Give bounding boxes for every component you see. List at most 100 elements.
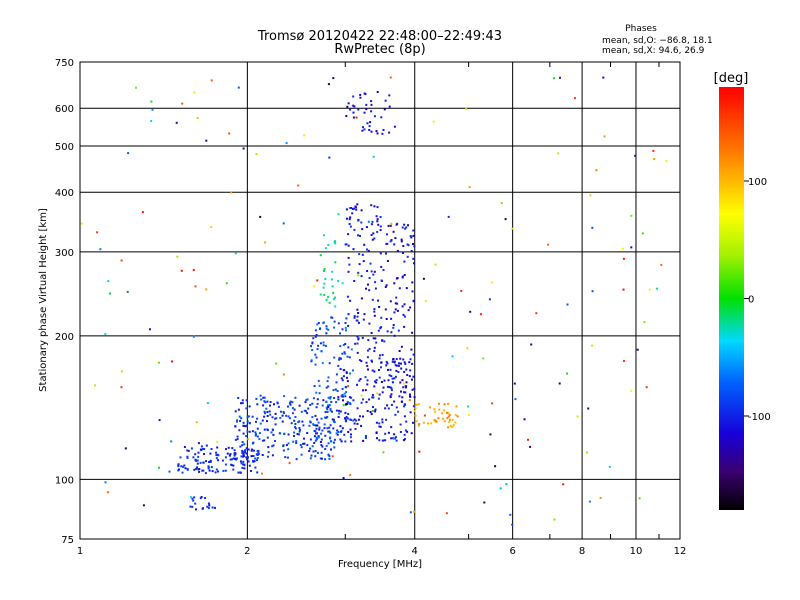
data-point <box>398 287 401 290</box>
data-point <box>376 91 379 93</box>
data-point <box>366 410 369 412</box>
data-point <box>390 222 393 225</box>
data-point <box>294 396 297 399</box>
data-point <box>246 416 249 419</box>
data-point <box>354 428 357 430</box>
data-point <box>369 262 372 265</box>
data-point <box>357 219 360 222</box>
data-point <box>403 274 406 276</box>
data-point <box>371 220 374 223</box>
data-point <box>327 396 330 399</box>
data-point <box>376 437 378 440</box>
data-point <box>221 459 224 462</box>
data-point <box>297 184 300 187</box>
data-point <box>281 414 284 417</box>
data-point <box>297 433 300 436</box>
data-point <box>347 102 350 105</box>
data-point <box>360 297 363 300</box>
data-point <box>349 372 352 375</box>
data-point <box>256 417 259 420</box>
data-point <box>529 445 532 448</box>
data-point <box>279 416 282 419</box>
data-point <box>403 303 406 306</box>
data-point <box>547 243 550 246</box>
data-point <box>258 438 261 441</box>
data-point <box>380 316 383 319</box>
data-point <box>207 502 210 505</box>
data-point <box>372 396 375 399</box>
data-point <box>124 447 127 450</box>
data-point <box>438 408 441 411</box>
data-point <box>356 407 359 410</box>
data-point <box>317 436 320 439</box>
data-point <box>283 395 286 398</box>
data-point <box>371 298 374 301</box>
data-point <box>292 440 295 443</box>
data-point <box>340 440 343 443</box>
data-point <box>402 245 405 247</box>
data-point <box>231 458 234 461</box>
data-point <box>356 335 359 338</box>
data-point <box>317 421 320 424</box>
data-point <box>303 442 306 445</box>
data-point <box>242 460 245 463</box>
data-point <box>253 460 256 463</box>
data-point <box>588 500 591 503</box>
data-point <box>192 335 195 338</box>
data-point <box>482 357 485 360</box>
data-point <box>372 273 375 276</box>
data-point <box>331 285 334 288</box>
data-point <box>390 317 393 320</box>
data-point <box>348 263 351 266</box>
data-point <box>377 223 380 226</box>
data-point <box>355 208 358 211</box>
data-point <box>359 234 361 237</box>
data-point <box>247 448 250 451</box>
data-point <box>384 286 387 288</box>
data-point <box>403 433 406 436</box>
data-point <box>386 330 389 333</box>
scatter-points <box>80 76 668 526</box>
data-point <box>329 409 332 412</box>
data-point <box>412 243 414 245</box>
data-point <box>186 455 189 458</box>
data-point <box>334 305 337 308</box>
data-point <box>242 432 245 435</box>
data-point <box>368 289 371 292</box>
data-point <box>327 453 330 456</box>
data-point <box>370 223 373 226</box>
data-point <box>274 412 277 415</box>
data-point <box>313 385 316 387</box>
data-point <box>217 470 220 473</box>
data-point <box>348 356 351 359</box>
data-point <box>273 403 275 406</box>
data-point <box>455 405 458 408</box>
data-point <box>358 263 361 266</box>
data-point <box>274 440 276 442</box>
data-point <box>337 398 340 401</box>
data-point <box>334 388 337 391</box>
data-point <box>339 357 342 360</box>
data-point <box>406 243 409 246</box>
data-point <box>322 399 325 402</box>
data-point <box>442 417 445 420</box>
y-tick-label: 400 <box>55 188 74 199</box>
data-point <box>365 226 368 229</box>
data-point <box>591 344 593 347</box>
data-point <box>322 234 325 237</box>
data-point <box>341 387 344 390</box>
data-point <box>345 416 348 419</box>
data-point <box>242 450 245 453</box>
data-point <box>375 215 378 218</box>
data-point <box>412 353 415 356</box>
data-point <box>602 76 605 79</box>
data-point <box>282 411 285 413</box>
data-point <box>344 386 347 388</box>
data-point <box>393 243 396 246</box>
data-point <box>342 375 345 378</box>
data-point <box>413 387 416 390</box>
data-point <box>353 315 356 318</box>
data-point <box>317 344 320 347</box>
data-point <box>243 467 246 470</box>
data-point <box>275 362 278 365</box>
